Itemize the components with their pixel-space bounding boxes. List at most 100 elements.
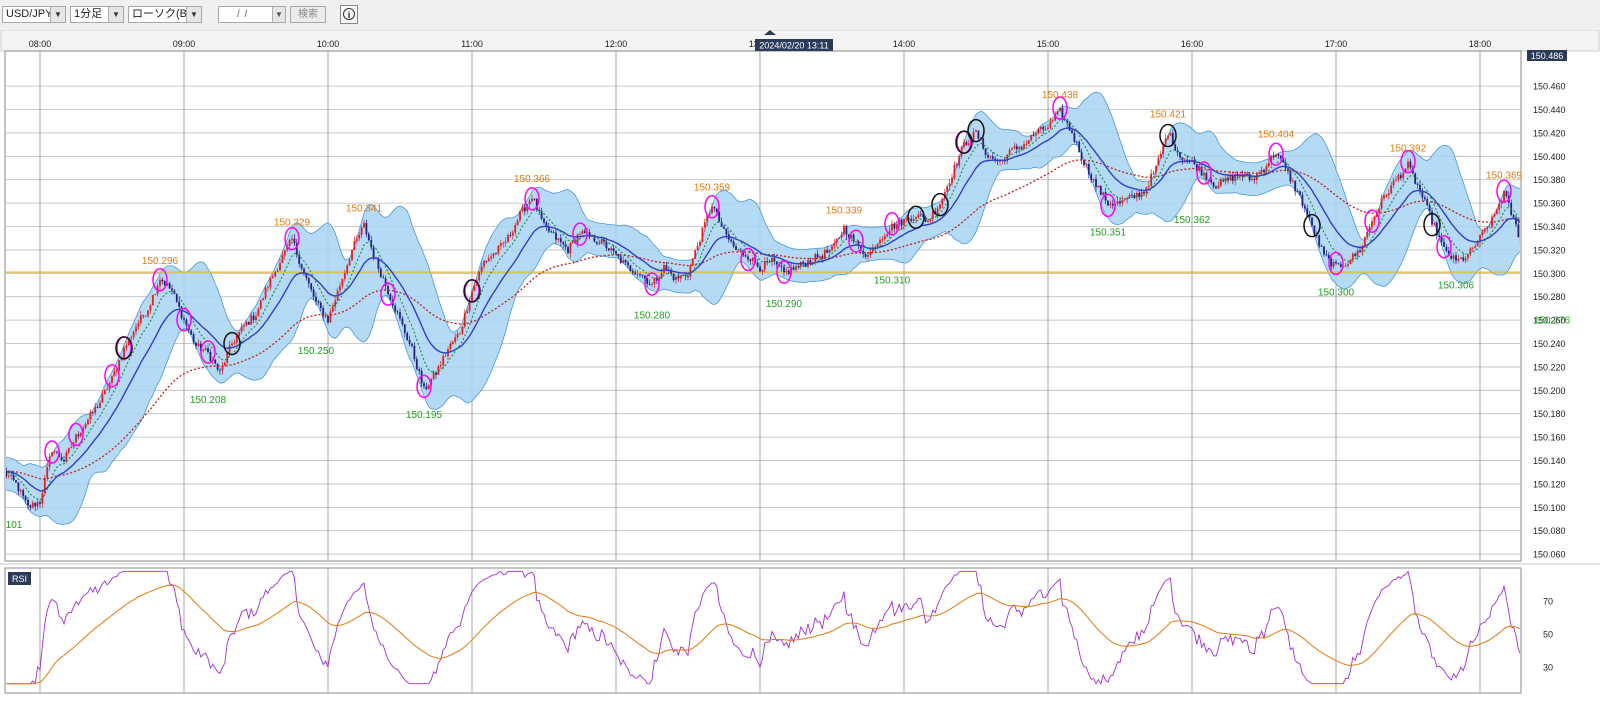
signal-circle-black <box>955 130 973 154</box>
candle-body <box>435 372 437 375</box>
candle-body <box>1023 144 1025 149</box>
candle-body <box>1119 201 1121 204</box>
info-button[interactable]: i <box>340 5 358 24</box>
candle-body <box>1051 120 1054 122</box>
candle-body <box>490 256 493 259</box>
candle-body <box>473 285 476 291</box>
candle-body <box>648 283 651 285</box>
candle-body <box>634 272 637 275</box>
candle-body <box>1275 154 1277 158</box>
candle-body <box>1131 194 1133 196</box>
low-price-label: 150.280 <box>634 311 671 322</box>
candle-body <box>1171 133 1174 145</box>
candle-body <box>1294 180 1297 192</box>
current-price-label: 150.486 <box>1531 51 1564 61</box>
candle-body <box>730 239 733 242</box>
candle-body <box>1210 179 1213 183</box>
candle-body <box>295 243 298 255</box>
candle-body <box>1495 209 1498 214</box>
date-field[interactable]: / / ▼ <box>218 6 286 23</box>
candle-body <box>1205 173 1208 181</box>
price-tick-label: 150.340 <box>1533 222 1566 232</box>
candle-body <box>197 343 200 346</box>
candle-body <box>564 244 567 248</box>
info-icon: i <box>343 8 355 20</box>
candle-body <box>931 211 934 220</box>
candle-body <box>394 305 397 312</box>
candle-body <box>1347 264 1349 266</box>
candle-body <box>1301 194 1304 207</box>
candle-body <box>396 311 399 313</box>
candle-body <box>1383 195 1385 199</box>
candle-body <box>245 322 248 326</box>
candle-body <box>912 218 915 222</box>
signal-circle-magenta <box>1496 179 1512 203</box>
candle-body <box>538 209 541 211</box>
ema-dotted-line <box>6 119 1520 501</box>
candle-body <box>51 452 53 457</box>
candle-body <box>1258 172 1261 174</box>
price-tick-label: 150.440 <box>1533 105 1566 115</box>
candle-body <box>1277 154 1280 156</box>
candle-body <box>1174 144 1177 151</box>
candle-body <box>89 412 92 420</box>
signal-circle-magenta <box>524 187 540 211</box>
candle-body <box>15 480 17 483</box>
candle-body <box>1349 260 1352 265</box>
candle-body <box>838 237 841 239</box>
candle-body <box>166 283 169 286</box>
timeframe-select[interactable]: 1分足 ▼ <box>70 6 124 23</box>
candle-body <box>1085 164 1088 166</box>
chart-type-select[interactable]: ローソク(BID) ▼ <box>128 6 202 23</box>
candle-body <box>264 287 267 299</box>
candle-body <box>456 333 459 338</box>
candle-body <box>149 305 152 311</box>
candle-body <box>1380 198 1383 209</box>
candle-body <box>610 248 613 251</box>
rsi-tick-label: 30 <box>1543 663 1553 673</box>
candle-body <box>367 234 370 241</box>
candle-body <box>987 154 989 158</box>
candle-body <box>675 276 677 280</box>
candle-body <box>1455 255 1457 261</box>
time-tick-label: 15:00 <box>1037 39 1060 49</box>
symbol-select[interactable]: USD/JPY ▼ <box>2 6 66 23</box>
candle-body <box>999 160 1001 162</box>
candle-body <box>84 424 87 429</box>
candle-body <box>523 207 526 212</box>
candle-body <box>1191 159 1193 161</box>
candle-body <box>168 283 171 289</box>
candle-body <box>816 254 819 258</box>
candle-body <box>22 490 25 497</box>
candle-body <box>329 311 332 323</box>
candle-body <box>1474 246 1477 248</box>
time-tick-label: 09:00 <box>173 39 196 49</box>
candle-body <box>1015 146 1018 150</box>
candle-body <box>1387 193 1390 196</box>
candle-body <box>1042 126 1045 130</box>
signal-circle-magenta <box>1436 235 1452 259</box>
high-price-label: 150.438 <box>1042 90 1079 101</box>
candle-body <box>929 219 932 221</box>
candle-body <box>1071 130 1073 134</box>
candle-body <box>711 206 713 214</box>
chart-area[interactable]: 08:0009:0010:0011:0012:0013:0014:0015:00… <box>0 30 1600 707</box>
candle-body <box>533 198 536 200</box>
signal-circle-magenta <box>572 222 588 246</box>
candle-body <box>317 301 320 303</box>
candle-body <box>1073 133 1076 142</box>
search-button[interactable]: 検索 <box>290 6 326 23</box>
candle-body <box>600 239 603 244</box>
candle-body <box>658 278 661 281</box>
price-tick-label: 150.240 <box>1533 339 1566 349</box>
candle-body <box>1059 108 1061 112</box>
time-tick-label: 17:00 <box>1325 39 1348 49</box>
candle-body <box>276 270 279 272</box>
candle-body <box>1229 175 1232 181</box>
high-price-label: 150.366 <box>514 174 551 185</box>
candle-body <box>989 156 992 158</box>
candle-body <box>300 263 303 269</box>
candle-body <box>1488 226 1491 228</box>
price-tick-label: 150.080 <box>1533 526 1566 536</box>
candle-body <box>1438 235 1441 237</box>
